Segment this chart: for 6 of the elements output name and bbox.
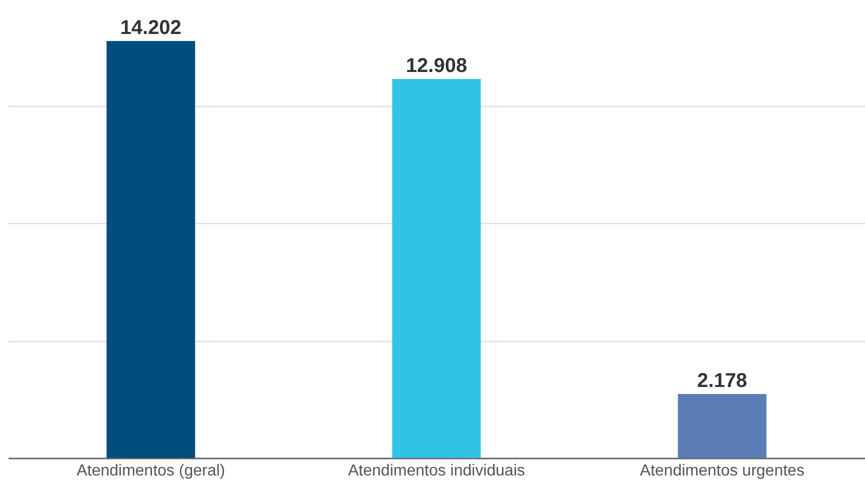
x-tick-label: Atendimentos urgentes: [640, 462, 804, 480]
x-tick-label: Atendimentos individuais: [348, 462, 525, 480]
data-label: 2.178: [697, 370, 748, 392]
data-label: 12.908: [406, 55, 468, 78]
x-tick-label: Atendimentos (geral): [76, 462, 226, 480]
data-label: 14.202: [120, 17, 182, 40]
